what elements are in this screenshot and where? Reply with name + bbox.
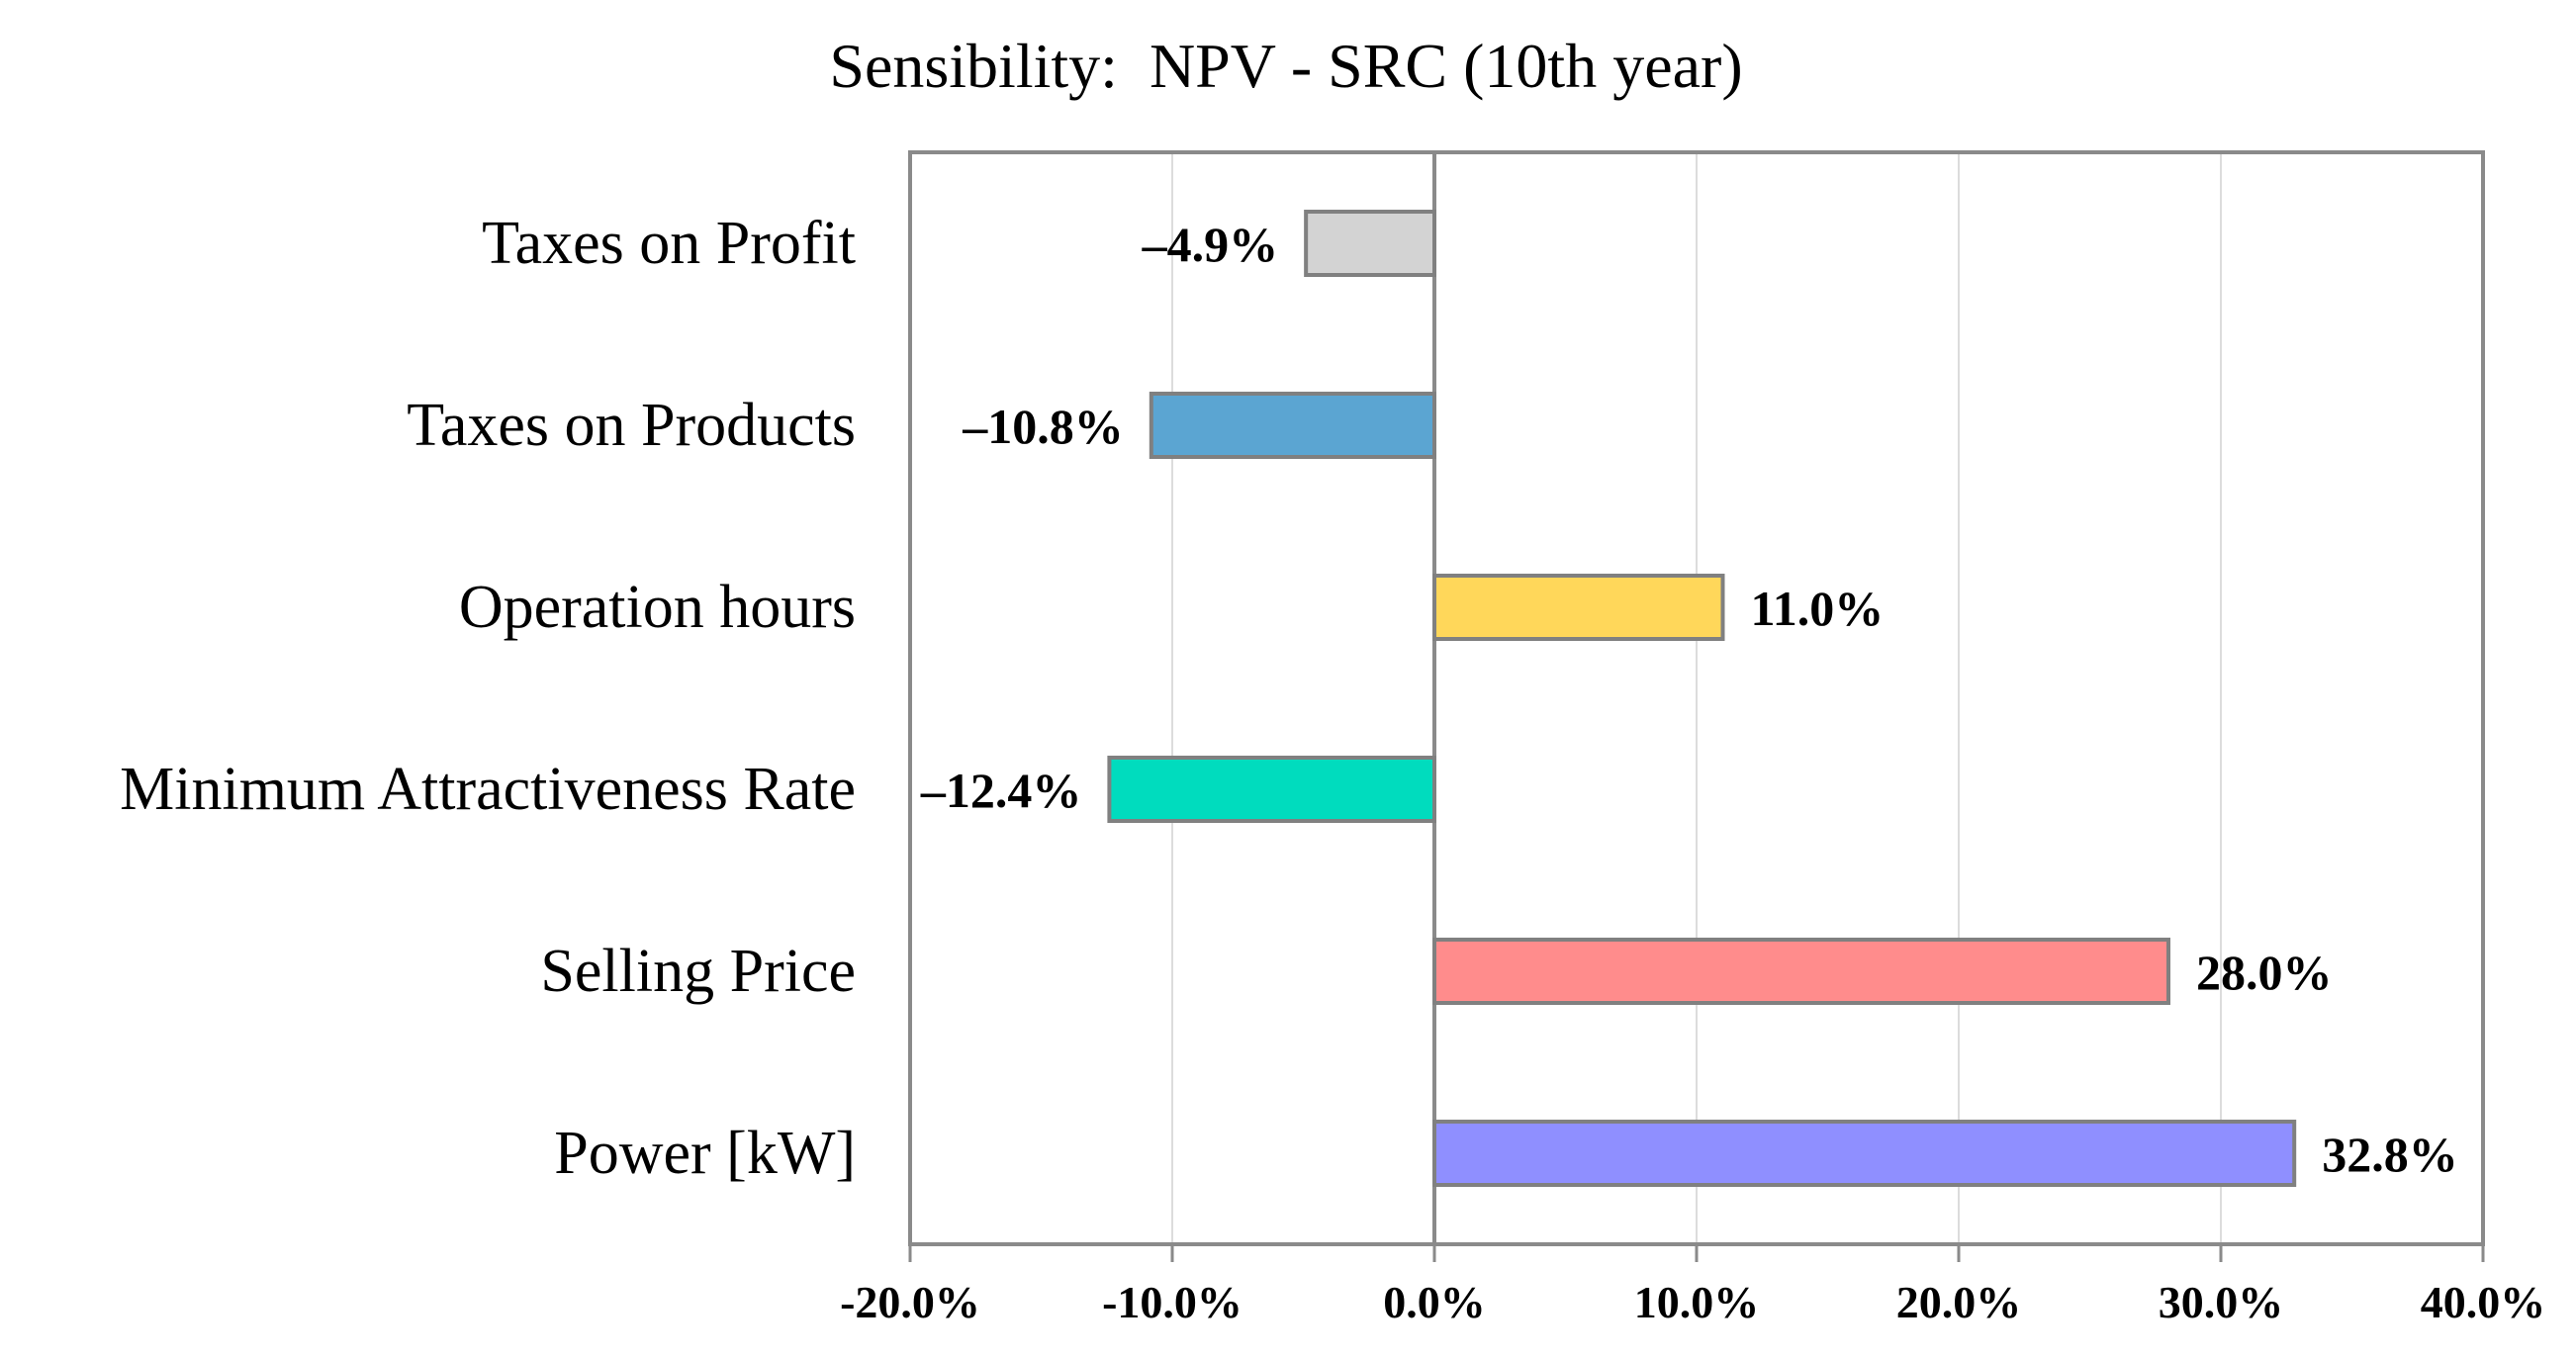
category-labels: Taxes on Profit Taxes on Products Operatio… — [120, 210, 856, 1187]
bar — [1107, 756, 1437, 823]
value-label: –10.8% — [962, 399, 1124, 454]
tick-label: 0.0% — [1383, 1277, 1486, 1327]
value-label: 28.0% — [2196, 945, 2333, 1000]
tick-label: 30.0% — [2159, 1277, 2284, 1327]
bar — [1149, 392, 1437, 459]
bars — [1107, 210, 2297, 1187]
tick-label: -10.0% — [1102, 1277, 1242, 1327]
tick-label: -20.0% — [840, 1277, 980, 1327]
bar — [1304, 210, 1437, 277]
category-label: Selling Price — [540, 938, 856, 1005]
value-label: 32.8% — [2322, 1127, 2458, 1182]
category-label: Minimum Attractiveness Rate — [120, 756, 856, 823]
plot-frame — [908, 150, 2485, 1246]
value-label: –4.9% — [1142, 217, 1279, 272]
gridlines — [909, 152, 2484, 1244]
bar — [1432, 574, 1725, 641]
bar — [1432, 1120, 2297, 1187]
value-label: 11.0% — [1751, 581, 1885, 636]
tick-label: 10.0% — [1634, 1277, 1760, 1327]
category-label: Power [kW] — [554, 1120, 856, 1187]
chart-title: Sensibility: NPV - SRC (10th year) — [829, 31, 1742, 101]
value-label: –12.4% — [920, 763, 1082, 818]
category-label: Operation hours — [459, 574, 856, 641]
category-label: Taxes on Profit — [482, 210, 856, 277]
tick-label: 20.0% — [1896, 1277, 2022, 1327]
x-axis-ticks: -20.0% -10.0% 0.0% 10.0% 20.0% 30.0% 40.0% — [840, 1244, 2545, 1327]
value-labels: –4.9% –10.8% 11.0% –12.4% 28.0% 32.8% — [920, 217, 2458, 1182]
bar — [1432, 938, 2170, 1005]
tick-label: 40.0% — [2421, 1277, 2546, 1327]
category-label: Taxes on Products — [407, 392, 856, 459]
